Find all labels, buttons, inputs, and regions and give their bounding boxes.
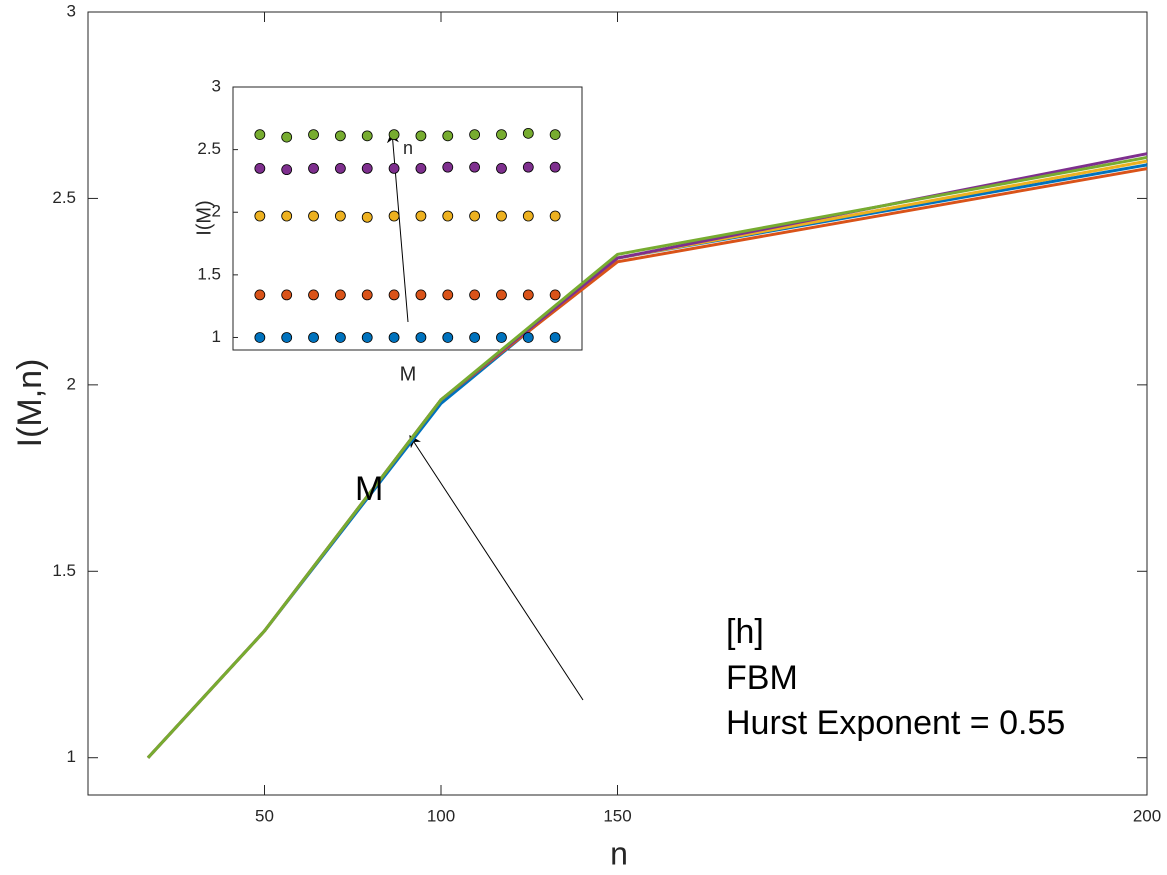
point: [308, 129, 319, 140]
point: [361, 211, 373, 223]
y-tick-label: 3: [212, 76, 221, 95]
point: [254, 210, 266, 222]
point: [254, 332, 266, 343]
point: [442, 210, 454, 222]
point: [549, 210, 561, 222]
point: [254, 129, 266, 140]
point: [549, 129, 561, 140]
point: [496, 210, 507, 222]
point: [388, 163, 400, 174]
point: [549, 332, 561, 343]
point: [308, 332, 319, 343]
y-tick-label: 1: [67, 747, 76, 766]
annotation: M: [355, 470, 383, 508]
point: [281, 131, 293, 143]
point: [254, 163, 266, 174]
y-tick-label: 2: [212, 202, 221, 221]
point: [469, 210, 481, 222]
annotation: [h]: [726, 613, 764, 651]
point: [308, 163, 319, 174]
point: [361, 163, 373, 174]
point: [361, 289, 373, 301]
point: [415, 210, 427, 222]
point: [442, 289, 454, 301]
point: [549, 161, 561, 173]
y-tick-label: 2.5: [52, 188, 76, 207]
point: [442, 130, 454, 142]
point: [522, 127, 534, 139]
point: [415, 163, 427, 174]
y-axis-label: I(M,n): [11, 359, 49, 448]
y-tick-label: 1.5: [52, 561, 76, 580]
point: [281, 289, 293, 301]
point: [334, 289, 346, 301]
y-tick-label: 2.5: [197, 139, 221, 158]
y-axis-label: I(M): [193, 200, 215, 236]
point: [334, 210, 346, 222]
arrow: [409, 434, 584, 701]
point: [388, 210, 400, 222]
x-tick-label: 200: [1133, 806, 1161, 825]
point: [388, 332, 400, 343]
y-tick-label: 3: [67, 1, 76, 20]
point: [334, 332, 346, 343]
point: [496, 332, 507, 343]
point: [281, 210, 293, 222]
point: [308, 210, 319, 222]
point: [496, 289, 507, 301]
point: [361, 332, 373, 343]
point: [442, 332, 454, 343]
point: [254, 289, 266, 301]
point: [308, 289, 319, 301]
x-tick-label: 150: [603, 806, 631, 825]
point: [334, 130, 346, 142]
point: [281, 332, 293, 343]
point: [469, 129, 481, 140]
point: [522, 161, 534, 173]
point: [496, 129, 507, 140]
point: [281, 164, 293, 176]
annotation: Hurst Exponent = 0.55: [726, 704, 1065, 742]
point: [522, 289, 534, 301]
series-line: [146, 155, 1148, 759]
point: [415, 332, 427, 343]
y-tick-label: 1: [212, 327, 221, 346]
point: [469, 332, 481, 343]
point: [469, 161, 481, 173]
point: [361, 130, 373, 142]
y-tick-label: 1.5: [197, 264, 221, 283]
point: [442, 161, 454, 173]
x-tick-label: 50: [255, 806, 274, 825]
point: [469, 289, 481, 301]
x-tick-label: 100: [427, 806, 455, 825]
x-axis-label: M: [400, 363, 417, 385]
y-tick-label: 2: [67, 374, 76, 393]
annotation: n: [403, 138, 413, 158]
point: [334, 163, 346, 174]
point: [415, 289, 427, 301]
point: [388, 129, 400, 140]
point: [496, 163, 507, 174]
point: [522, 210, 534, 222]
point: [415, 130, 427, 142]
annotation: FBM: [726, 659, 798, 697]
x-axis-label: n: [610, 835, 628, 871]
point: [388, 289, 400, 301]
point: [549, 289, 561, 301]
point: [522, 332, 534, 343]
